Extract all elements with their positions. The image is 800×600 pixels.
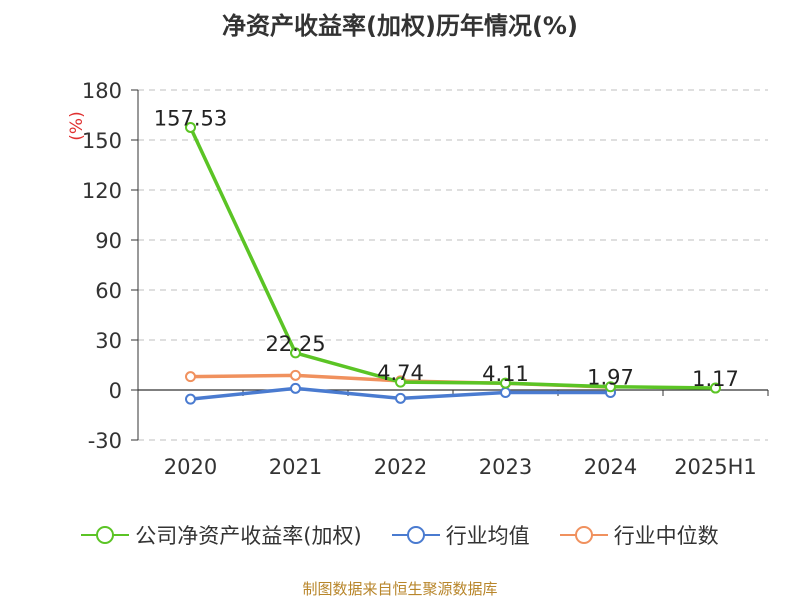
data-label: 4.74: [377, 361, 424, 385]
data-point-2: [185, 371, 196, 383]
y-tick-label: 60: [95, 279, 122, 303]
y-tick-label: 90: [95, 229, 122, 253]
data-label: 1.17: [692, 367, 739, 391]
legend-marker-industry-mean: [391, 526, 440, 544]
x-tick-label: 2020: [164, 455, 217, 479]
y-tick-label: 180: [82, 79, 122, 103]
source-note: 制图数据来自恒生聚源数据库: [302, 580, 498, 598]
data-point-0: [500, 377, 511, 389]
x-tick-label: 2025H1: [674, 455, 757, 479]
data-point-2: [290, 369, 301, 381]
legend-label-industry-mean: 行业均值: [445, 524, 530, 548]
y-tick-label: -30: [88, 429, 122, 453]
data-point-0: [290, 347, 301, 359]
legend-item-industry-median[interactable]: 行业中位数: [559, 520, 719, 550]
data-point-0: [395, 376, 406, 388]
data-label: 1.97: [587, 366, 634, 390]
data-label: 4.11: [482, 362, 529, 386]
chart-title: 净资产收益率(加权)历年情况(%): [222, 12, 578, 40]
data-point-1: [395, 392, 406, 404]
x-tick-label: 2022: [374, 455, 427, 479]
legend-item-industry-mean[interactable]: 行业均值: [391, 520, 530, 550]
y-tick-label: 150: [82, 129, 122, 153]
legend-label-company-roe: 公司净资产收益率(加权): [135, 524, 362, 548]
data-label: 157.53: [154, 106, 227, 130]
x-tick-label: 2024: [584, 455, 637, 479]
data-label: 22.25: [265, 332, 325, 356]
x-tick-label: 2023: [479, 455, 532, 479]
x-tick-label: 2021: [269, 455, 322, 479]
data-point-1: [500, 387, 511, 398]
data-point-0: [605, 381, 616, 393]
data-point-1: [185, 393, 196, 405]
legend-marker-company-roe: [81, 526, 130, 544]
data-point-1: [290, 382, 301, 394]
y-axis-label: (%): [67, 111, 87, 140]
y-tick-label: 30: [95, 329, 122, 353]
data-point-0: [185, 121, 196, 133]
legend-label-industry-median: 行业中位数: [613, 524, 719, 548]
legend-item-company-roe[interactable]: 公司净资产收益率(加权): [81, 520, 362, 550]
series-line-0: [188, 125, 718, 390]
legend-marker-industry-median: [559, 526, 608, 544]
legend: 公司净资产收益率(加权) 行业均值 行业中位数: [0, 520, 800, 550]
data-point-0: [710, 382, 721, 394]
y-tick-label: 120: [82, 179, 122, 203]
y-tick-label: 0: [109, 379, 122, 403]
